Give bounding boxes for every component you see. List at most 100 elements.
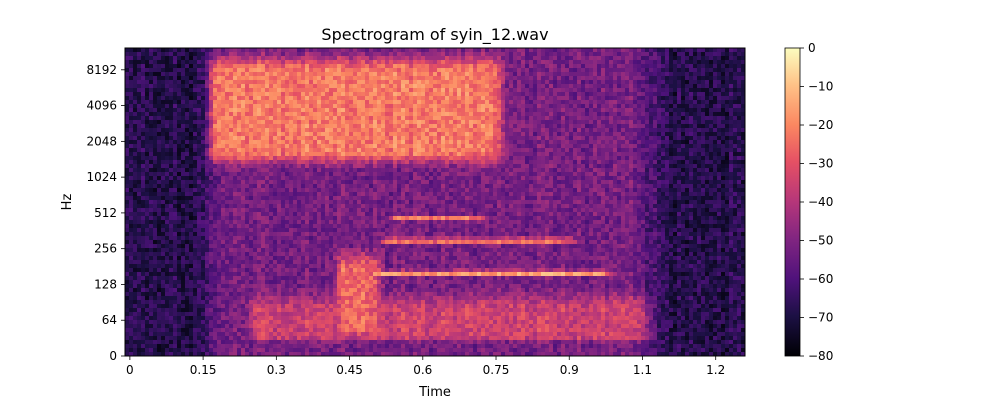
heatmap-cell [321,172,326,177]
heatmap-cell [345,204,350,209]
heatmap-cell [153,256,158,261]
heatmap-cell [237,216,242,221]
heatmap-cell [277,244,282,249]
heatmap-cell [205,88,210,93]
heatmap-cell [281,288,286,293]
heatmap-cell [321,196,326,201]
heatmap-cell [357,288,362,293]
heatmap-cell [305,192,310,197]
heatmap-cell [365,144,370,149]
heatmap-cell [185,52,190,57]
heatmap-cell [345,332,350,337]
heatmap-cell [205,244,210,249]
heatmap-cell [341,112,346,117]
heatmap-cell [137,276,142,281]
heatmap-cell [149,224,154,229]
heatmap-cell [309,56,314,61]
heatmap-cell [329,60,334,65]
heatmap-cell [381,188,386,193]
heatmap-cell [289,144,294,149]
heatmap-cell [381,128,386,133]
heatmap-cell [277,224,282,229]
heatmap-cell [297,152,302,157]
heatmap-cell [217,136,222,141]
heatmap-cell [181,76,186,81]
heatmap-cell [329,76,334,81]
heatmap-cell [313,352,318,356]
heatmap-cell [357,64,362,69]
heatmap-cell [157,84,162,89]
heatmap-cell [277,216,282,221]
heatmap-cell [305,176,310,181]
heatmap-cell [201,272,206,277]
heatmap-cell [205,172,210,177]
heatmap-cell [193,188,198,193]
heatmap-cell [205,300,210,305]
heatmap-cell [137,224,142,229]
heatmap-cell [361,172,366,177]
heatmap-cell [241,168,246,173]
heatmap-cell [173,200,178,205]
heatmap-cell [373,344,378,349]
heatmap-cell [237,248,242,253]
heatmap-cell [221,72,226,77]
heatmap-cell [373,192,378,197]
heatmap-cell [373,236,378,241]
heatmap-cell [209,64,214,69]
heatmap-cell [197,312,202,317]
heatmap-cell [373,244,378,249]
heatmap-cell [209,348,214,353]
heatmap-cell [205,216,210,221]
heatmap-cell [269,232,274,237]
heatmap-cell [125,96,130,101]
heatmap-cell [209,84,214,89]
heatmap-cell [357,192,362,197]
heatmap-cell [157,104,162,109]
heatmap-cell [205,288,210,293]
heatmap-cell [249,276,254,281]
heatmap-cell [245,128,250,133]
heatmap-cell [309,184,314,189]
heatmap-cell [181,320,186,325]
heatmap-cell [329,256,334,261]
heatmap-cell [321,280,326,285]
heatmap-cell [297,244,302,249]
heatmap-cell [297,176,302,181]
heatmap-cell [209,92,214,97]
heatmap-cell [173,48,178,53]
heatmap-cell [217,284,222,289]
heatmap-cell [153,272,158,277]
heatmap-cell [205,312,210,317]
heatmap-cell [325,252,330,257]
heatmap-cell [193,52,198,57]
heatmap-cell [285,148,290,153]
heatmap-cell [141,164,146,169]
heatmap-cell [325,168,330,173]
heatmap-cell [329,316,334,321]
heatmap-cell [169,284,174,289]
heatmap-cell [345,224,350,229]
heatmap-cell [181,284,186,289]
heatmap-cell [149,112,154,117]
heatmap-cell [337,68,342,73]
heatmap-cell [289,56,294,61]
heatmap-cell [245,216,250,221]
heatmap-cell [229,284,234,289]
heatmap-cell [337,116,342,121]
heatmap-cell [293,280,298,285]
heatmap-cell [345,236,350,241]
heatmap-cell [205,136,210,141]
heatmap-cell [289,216,294,221]
heatmap-cell [349,312,354,317]
heatmap-cell [273,156,278,161]
heatmap-cell [337,272,342,277]
heatmap-cell [161,216,166,221]
heatmap-cell [297,280,302,285]
heatmap-cell [241,56,246,61]
heatmap-cell [305,60,310,65]
heatmap-cell [257,228,262,233]
heatmap-cell [253,48,258,53]
heatmap-cell [133,320,138,325]
heatmap-cell [249,88,254,93]
heatmap-cell [137,132,142,137]
